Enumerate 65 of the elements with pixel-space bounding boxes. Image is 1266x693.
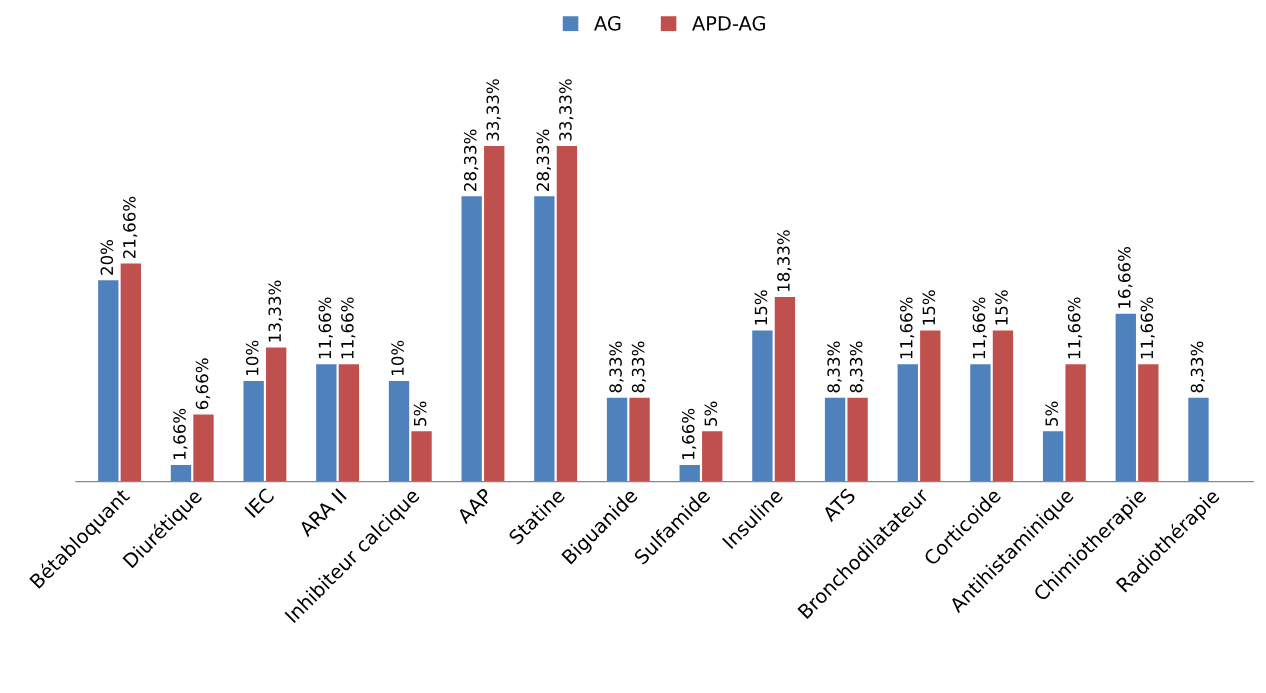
bar bbox=[1065, 364, 1086, 482]
bar bbox=[702, 431, 723, 482]
bar bbox=[120, 263, 142, 482]
data-label: 8,33% bbox=[631, 341, 647, 393]
bar bbox=[679, 464, 700, 482]
data-label: 8,33% bbox=[849, 341, 865, 393]
data-label: 5% bbox=[413, 401, 427, 426]
data-label: 5% bbox=[1045, 401, 1058, 426]
data-label: 10% bbox=[391, 340, 404, 375]
bar bbox=[411, 431, 432, 482]
data-label: 15% bbox=[922, 290, 936, 325]
bar bbox=[606, 397, 628, 482]
bar bbox=[461, 196, 482, 482]
bar bbox=[266, 347, 287, 482]
data-label: 28,33% bbox=[463, 129, 479, 191]
data-label: 11,66% bbox=[341, 297, 356, 359]
x-tick-label: IEC bbox=[244, 487, 275, 519]
bar bbox=[1138, 364, 1159, 482]
bar bbox=[243, 380, 264, 482]
bar bbox=[193, 414, 214, 482]
data-label: 11,66% bbox=[318, 297, 333, 359]
legend-label: APD-AG bbox=[692, 16, 765, 31]
data-label: 20% bbox=[100, 239, 114, 275]
data-label: 15% bbox=[995, 290, 1008, 325]
data-label: 10% bbox=[245, 340, 259, 375]
bar bbox=[1188, 397, 1209, 482]
bar bbox=[388, 380, 410, 482]
data-label: 1,66% bbox=[681, 408, 697, 459]
data-label: 33,33% bbox=[486, 79, 501, 141]
bar bbox=[1115, 313, 1136, 482]
bar bbox=[992, 330, 1014, 482]
bar bbox=[316, 364, 337, 482]
bar bbox=[824, 397, 846, 482]
data-label: 28,33% bbox=[536, 129, 551, 191]
bar bbox=[897, 364, 918, 482]
legend-label: AG bbox=[594, 16, 621, 31]
data-label: 5% bbox=[704, 401, 718, 426]
bar bbox=[847, 397, 868, 482]
data-label: 16,66% bbox=[1118, 247, 1133, 308]
data-label: 13,33% bbox=[268, 280, 283, 342]
data-label: 21,66% bbox=[123, 196, 138, 259]
bar bbox=[774, 297, 796, 482]
bar bbox=[338, 364, 360, 482]
data-label: 18,33% bbox=[777, 230, 792, 292]
data-label: 11,66% bbox=[899, 297, 915, 359]
data-label: 8,33% bbox=[1190, 341, 1205, 393]
bar bbox=[170, 464, 192, 482]
bar bbox=[920, 330, 941, 482]
bar bbox=[534, 196, 555, 482]
data-label: 15% bbox=[754, 290, 768, 325]
bar bbox=[98, 280, 119, 482]
data-label: 6,66% bbox=[195, 358, 211, 410]
data-label: 1,66% bbox=[173, 408, 188, 459]
bar bbox=[970, 364, 991, 482]
bar bbox=[484, 145, 505, 482]
bar bbox=[752, 330, 773, 482]
data-label: 11,66% bbox=[972, 297, 987, 359]
data-label: 11,66% bbox=[1067, 297, 1083, 359]
bar bbox=[556, 145, 578, 482]
data-label: 11,66% bbox=[1140, 297, 1155, 359]
data-label: 8,33% bbox=[827, 341, 842, 393]
data-label: 33,33% bbox=[559, 79, 574, 141]
bar bbox=[629, 397, 650, 482]
bar bbox=[1042, 431, 1064, 482]
data-label: 8,33% bbox=[609, 341, 624, 393]
